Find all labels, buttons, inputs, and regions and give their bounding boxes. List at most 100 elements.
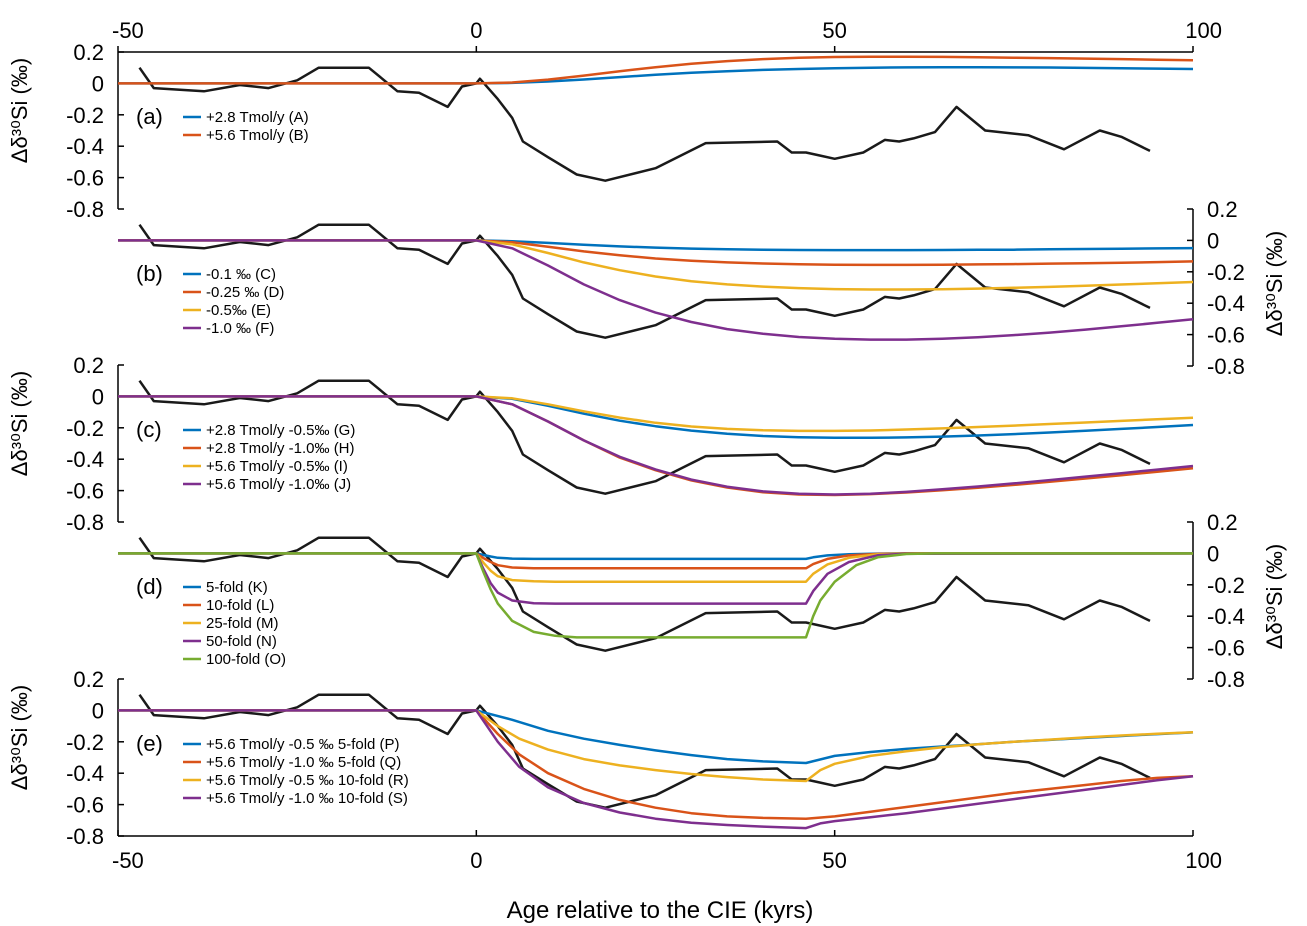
legend-entry: 50-fold (N) — [206, 633, 277, 650]
y-tick-label: -0.6 — [1207, 323, 1245, 348]
bottom-x-axis: -50 0 50 100 — [112, 830, 1222, 873]
legend-entry: +2.8 Tmol/y (A) — [206, 109, 309, 126]
observed-record-line — [138, 66, 1151, 182]
y-tick-label: -0.8 — [66, 197, 104, 222]
y-tick-label: 0.2 — [73, 40, 104, 65]
x-axis-label: Age relative to the CIE (kyrs) — [507, 897, 814, 924]
y-tick-label: -0.4 — [66, 134, 104, 159]
y-tick-label: -0.8 — [1207, 354, 1245, 379]
y-tick-label: 0 — [92, 698, 104, 723]
panel-d: 0.2 0 -0.2 -0.4 -0.6 -0.8 Δδ³⁰Si (‰) (d) 5-fold … — [118, 510, 1287, 692]
top-x-tick-label: 100 — [1185, 18, 1222, 43]
panels: 0.2 0 -0.2 -0.4 -0.6 -0.8 Δδ³⁰Si (‰) (a) +2.8 Tm… — [7, 40, 1287, 849]
legend-entry: 10-fold (L) — [206, 597, 274, 614]
panel-label: (d) — [136, 574, 163, 599]
series-line — [118, 395, 1194, 496]
bottom-x-tick-label: 50 — [822, 848, 846, 873]
series-line — [118, 395, 1194, 440]
top-x-tick-label: 50 — [822, 18, 846, 43]
legend: +2.8 Tmol/y (A)+5.6 Tmol/y (B) — [183, 109, 309, 144]
legend-entry: -0.1 ‰ (C) — [206, 266, 276, 283]
legend-entry: +5.6 Tmol/y -0.5 ‰ 5-fold (P) — [206, 736, 400, 753]
legend: +5.6 Tmol/y -0.5 ‰ 5-fold (P)+5.6 Tmol/y… — [183, 736, 409, 807]
bottom-x-tick-label: 100 — [1185, 848, 1222, 873]
y-tick-label: -0.4 — [66, 761, 104, 786]
series-line — [118, 239, 1194, 291]
legend: +2.8 Tmol/y -0.5‰ (G)+2.8 Tmol/y -1.0‰ (… — [183, 422, 355, 493]
y-tick-label: -0.6 — [66, 793, 104, 818]
y-tick-label: -0.2 — [1207, 260, 1245, 285]
legend-entry: -1.0 ‰ (F) — [206, 320, 274, 337]
bottom-x-tick-label: -50 — [112, 848, 144, 873]
y-axis-label: Δδ³⁰Si (‰) — [1262, 544, 1287, 649]
y-axis-label: Δδ³⁰Si (‰) — [7, 58, 32, 163]
panel-c: 0.2 0 -0.2 -0.4 -0.6 -0.8 Δδ³⁰Si (‰) (c) +2.8 Tm… — [7, 353, 1194, 535]
y-tick-label: -0.8 — [66, 824, 104, 849]
observed-record-line — [138, 536, 1151, 652]
y-tick-label: -0.2 — [1207, 573, 1245, 598]
series-line — [118, 552, 1194, 605]
legend-entry: +5.6 Tmol/y -1.0 ‰ 10-fold (S) — [206, 790, 408, 807]
y-tick-label: 0 — [92, 384, 104, 409]
y-tick-label: -0.6 — [66, 166, 104, 191]
y-tick-label: 0.2 — [1207, 197, 1238, 222]
legend-entry: +5.6 Tmol/y -1.0‰ (J) — [206, 476, 351, 493]
panel-label: (b) — [136, 261, 163, 286]
y-tick-label: 0.2 — [73, 667, 104, 692]
legend-entry: -0.5‰ (E) — [206, 302, 271, 319]
y-tick-label: -0.2 — [66, 730, 104, 755]
y-tick-label: 0.2 — [73, 353, 104, 378]
series-line — [118, 709, 1194, 830]
legend: -0.1 ‰ (C)-0.25 ‰ (D)-0.5‰ (E)-1.0 ‰ (F) — [183, 266, 284, 337]
top-x-tick-label: -50 — [112, 18, 144, 43]
panel-label: (e) — [136, 731, 163, 756]
y-tick-label: -0.2 — [66, 103, 104, 128]
legend-entry: -0.25 ‰ (D) — [206, 284, 284, 301]
legend-entry: 100-fold (O) — [206, 651, 286, 668]
legend-entry: +5.6 Tmol/y (B) — [206, 127, 309, 144]
legend-entry: +5.6 Tmol/y -0.5‰ (I) — [206, 458, 348, 475]
observed-record-line — [138, 379, 1151, 495]
series-line — [118, 552, 1194, 583]
series-line — [118, 709, 1194, 820]
y-tick-label: -0.8 — [66, 510, 104, 535]
series-line — [118, 239, 1194, 341]
legend-entry: +5.6 Tmol/y -1.0 ‰ 5-fold (Q) — [206, 754, 401, 771]
y-tick-label: 0 — [1207, 228, 1219, 253]
legend: 5-fold (K)10-fold (L)25-fold (M)50-fold … — [183, 579, 286, 668]
series-line — [118, 65, 1194, 85]
y-tick-label: -0.4 — [1207, 291, 1245, 316]
panel-a: 0.2 0 -0.2 -0.4 -0.6 -0.8 Δδ³⁰Si (‰) (a) +2.8 Tm… — [7, 40, 1194, 222]
y-axis-label: Δδ³⁰Si (‰) — [1262, 231, 1287, 336]
observed-record-line — [138, 223, 1151, 339]
legend-entry: +2.8 Tmol/y -1.0‰ (H) — [206, 440, 355, 457]
y-tick-label: -0.4 — [1207, 604, 1245, 629]
y-tick-label: 0 — [1207, 541, 1219, 566]
panel-e: 0.2 0 -0.2 -0.4 -0.6 -0.8 Δδ³⁰Si (‰) (e) +5.6 Tm… — [7, 667, 1194, 849]
series-line — [118, 552, 1193, 639]
legend-entry: +5.6 Tmol/y -0.5 ‰ 10-fold (R) — [206, 772, 409, 789]
legend-entry: +2.8 Tmol/y -0.5‰ (G) — [206, 422, 355, 439]
series-line — [118, 395, 1194, 433]
panel-label: (a) — [136, 104, 163, 129]
legend-entry: 5-fold (K) — [206, 579, 268, 596]
y-tick-label: -0.6 — [1207, 636, 1245, 661]
panel-b: 0.2 0 -0.2 -0.4 -0.6 -0.8 Δδ³⁰Si (‰) (b) -0.1 ‰ … — [118, 197, 1287, 379]
series-line — [118, 55, 1194, 85]
series-line — [118, 239, 1194, 267]
top-x-axis: -50 0 50 100 — [112, 18, 1222, 53]
bottom-x-tick-label: 0 — [470, 848, 482, 873]
y-tick-label: 0 — [92, 71, 104, 96]
series-line — [118, 709, 1194, 783]
y-tick-label: -0.8 — [1207, 667, 1245, 692]
series-line — [118, 239, 1194, 252]
y-tick-label: -0.2 — [66, 416, 104, 441]
y-axis-label: Δδ³⁰Si (‰) — [7, 371, 32, 476]
panel-label: (c) — [136, 417, 162, 442]
y-tick-label: -0.6 — [66, 479, 104, 504]
y-tick-label: 0.2 — [1207, 510, 1238, 535]
y-tick-label: -0.4 — [66, 447, 104, 472]
y-axis-label: Δδ³⁰Si (‰) — [7, 685, 32, 790]
top-x-tick-label: 0 — [470, 18, 482, 43]
